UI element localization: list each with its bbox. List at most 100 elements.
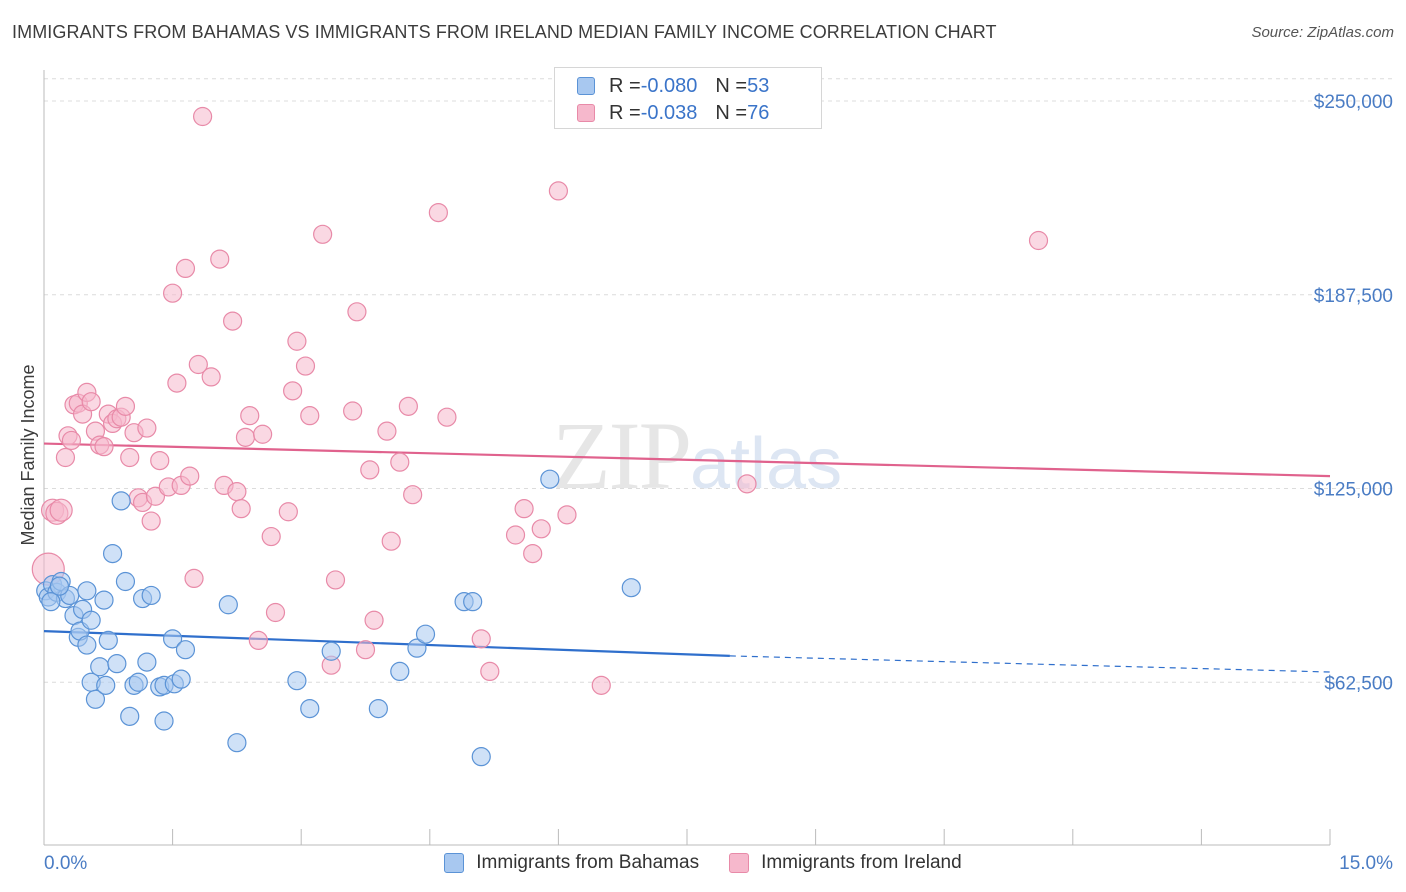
bottom-legend-item-bahamas[interactable]: Immigrants from Bahamas xyxy=(444,852,699,874)
ireland-point xyxy=(145,486,166,506)
bottom-legend-label-ireland: Immigrants from Ireland xyxy=(761,852,962,873)
bahamas-point xyxy=(390,661,410,682)
legend-r-value: -0.038 xyxy=(640,101,698,124)
bahamas-point xyxy=(300,698,320,719)
ireland-point xyxy=(1028,230,1049,251)
bahamas-point xyxy=(471,747,491,767)
y-tick-label: $187,500 xyxy=(1314,286,1393,307)
ireland-point xyxy=(265,602,286,623)
bahamas-point xyxy=(171,669,191,689)
bahamas-point xyxy=(120,706,140,726)
ireland-point xyxy=(137,418,157,438)
ireland-point xyxy=(188,354,208,375)
ireland-point xyxy=(201,367,221,387)
ireland-point xyxy=(325,570,346,590)
ireland-point xyxy=(403,485,423,505)
ireland-point xyxy=(180,466,200,486)
ireland-point xyxy=(480,661,500,682)
ireland-point xyxy=(141,511,161,531)
ireland-point xyxy=(94,437,114,457)
bahamas-point xyxy=(163,629,183,649)
ireland-point xyxy=(287,331,307,351)
bahamas-point xyxy=(621,578,641,598)
ireland-point xyxy=(81,392,101,412)
ireland-point xyxy=(55,447,76,468)
x-tick-label-start: 0.0% xyxy=(44,853,87,874)
legend-r-label: R = xyxy=(609,74,641,97)
watermark-zip: ZIP xyxy=(552,402,692,509)
bahamas-trend-extension xyxy=(729,655,1331,673)
ireland-point xyxy=(514,499,534,519)
y-tick-label: $250,000 xyxy=(1314,92,1393,113)
bottom-legend-label-bahamas: Immigrants from Bahamas xyxy=(476,852,700,873)
chart-title: IMMIGRANTS FROM BAHAMAS VS IMMIGRANTS FR… xyxy=(12,22,997,42)
legend-row-bahamas: R = -0.080 N = 53 xyxy=(577,73,769,99)
bahamas-point xyxy=(128,672,148,692)
ireland-point xyxy=(253,424,273,444)
ireland-point xyxy=(548,181,569,201)
ireland-point xyxy=(210,249,230,269)
legend-swatch-bahamas xyxy=(577,77,595,95)
ireland-point xyxy=(737,474,757,494)
ireland-point xyxy=(261,526,281,547)
ireland-point xyxy=(390,452,410,472)
axis-layer xyxy=(43,70,1331,846)
ireland-point xyxy=(61,430,82,451)
legend-n-label: N = xyxy=(715,101,748,124)
legend-n-value: 53 xyxy=(747,74,770,97)
legend-n-value: 76 xyxy=(747,101,770,124)
bahamas-trend-line xyxy=(43,630,730,657)
ireland-point xyxy=(278,502,298,522)
ireland-point xyxy=(360,460,380,480)
bahamas-point xyxy=(218,595,238,615)
ireland-point xyxy=(167,373,187,393)
bahamas-point xyxy=(540,469,560,489)
x-tick-label-end: 15.0% xyxy=(1339,853,1393,874)
labels-layer: $62,500 $125,000 $187,500 $250,000 0.0% 15.0%… xyxy=(18,92,1393,874)
bahamas-point xyxy=(94,590,114,610)
bahamas-point xyxy=(175,640,196,660)
bahamas-point xyxy=(463,592,483,612)
ireland-point xyxy=(248,630,268,651)
bottom-legend: Immigrants from Bahamas Immigrants from … xyxy=(0,852,1406,874)
bahamas-point xyxy=(77,635,97,655)
ireland-point xyxy=(227,482,247,502)
bahamas-point xyxy=(154,711,174,731)
ireland-point xyxy=(231,499,251,519)
bahamas-point xyxy=(41,592,61,612)
ireland-point xyxy=(377,421,397,441)
points-layer xyxy=(31,106,1049,767)
bottom-legend-item-ireland[interactable]: Immigrants from Ireland xyxy=(729,852,962,874)
bahamas-point xyxy=(98,630,118,651)
ireland-point xyxy=(184,568,204,589)
bahamas-point xyxy=(107,654,127,674)
bahamas-point xyxy=(141,585,161,606)
ireland-point xyxy=(347,302,367,322)
bahamas-point xyxy=(137,652,157,672)
ireland-point xyxy=(505,525,526,545)
y-tick-label: $62,500 xyxy=(1324,673,1393,694)
ireland-point xyxy=(163,283,183,303)
bahamas-point xyxy=(227,733,247,753)
bahamas-point xyxy=(115,571,136,592)
legend-swatch-ireland xyxy=(577,104,595,122)
legend-box: R = -0.080 N = 53 R = -0.038 N = 76 xyxy=(554,67,822,129)
ireland-point xyxy=(175,258,196,278)
bahamas-point xyxy=(287,671,307,691)
ireland-point xyxy=(355,640,376,660)
bottom-legend-swatch-bahamas xyxy=(444,853,465,873)
source-label: Source: ZipAtlas.com xyxy=(1251,24,1394,41)
trend-layer xyxy=(43,442,1331,673)
ireland-trend-line xyxy=(43,442,1331,478)
ireland-point xyxy=(437,407,457,427)
ireland-point xyxy=(398,396,418,416)
bahamas-point xyxy=(81,610,101,630)
legend-n-label: N = xyxy=(715,74,748,97)
ireland-point xyxy=(381,531,401,551)
bahamas-point xyxy=(368,698,388,719)
ireland-point xyxy=(235,427,256,447)
bahamas-point xyxy=(415,624,436,644)
ireland-point xyxy=(300,406,320,426)
bahamas-point xyxy=(111,491,131,511)
ireland-point xyxy=(150,451,170,471)
